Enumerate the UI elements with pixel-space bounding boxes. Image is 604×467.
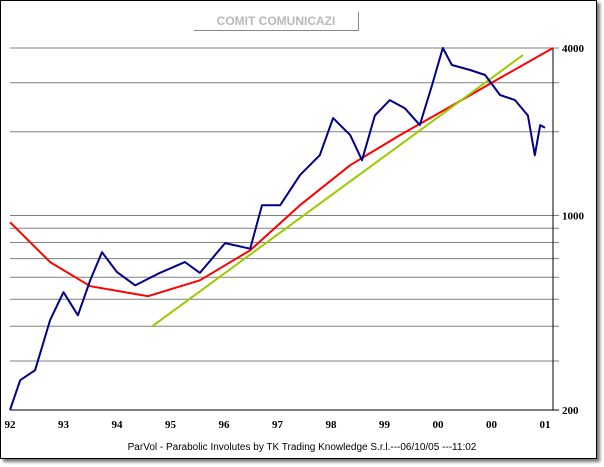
x-tick-label: 92	[5, 419, 17, 431]
x-tick-label: 00	[486, 419, 498, 431]
x-tick-label: 99	[379, 419, 391, 431]
series-line-price	[9, 47, 546, 411]
y-tick-label: 200	[562, 405, 579, 417]
x-tick-label: 00	[432, 419, 444, 431]
x-tick-label: 94	[111, 419, 123, 431]
x-tick-label: 97	[272, 419, 284, 431]
chart-window	[0, 0, 597, 459]
chart-title: COMIT COMUNICAZI	[194, 12, 359, 31]
x-tick-label: 93	[58, 419, 70, 431]
x-tick-label: 95	[165, 419, 177, 431]
x-tick-label: 01	[539, 419, 550, 431]
y-tick-label: 1000	[562, 211, 585, 223]
series-line-trend-line	[151, 54, 524, 328]
footer-text: ParVol - Parabolic Involutes by TK Tradi…	[127, 442, 477, 453]
x-tick-label: 96	[218, 419, 230, 431]
y-tick-label: 4000	[562, 43, 585, 55]
x-tick-label: 98	[325, 419, 337, 431]
